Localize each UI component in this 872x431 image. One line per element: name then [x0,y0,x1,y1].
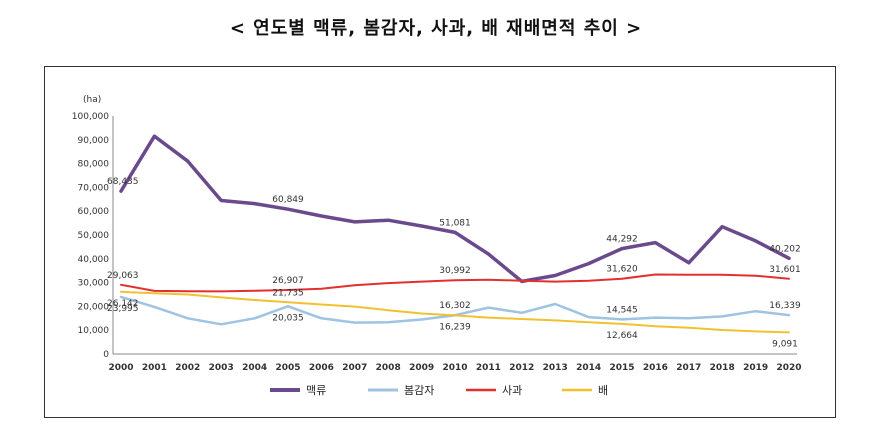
x-tick-label: 2020 [776,363,801,373]
data-label: 16,239 [439,322,471,332]
x-tick-label: 2010 [442,363,467,373]
x-tick-label: 2013 [543,363,568,373]
x-tick-label: 2012 [509,363,534,373]
data-label: 60,849 [272,195,304,205]
data-label: 44,292 [606,235,638,245]
x-tick-label: 2003 [209,363,234,373]
legend-label: 봄감자 [404,384,434,397]
series-line-맥류 [119,134,791,284]
data-labels: 68,435 60,849 51,081 44,292 40,202 23,995 20,0… [107,177,801,349]
x-tick-label: 2016 [643,363,668,373]
chart-title: < 연도별 맥류, 봄감자, 사과, 배 재배면적 추이 > [229,18,643,39]
x-tick-label: 2014 [576,363,601,373]
x-tick-label: 2017 [676,363,701,373]
series-line-배 [120,290,790,334]
data-label: 23,995 [107,304,139,314]
data-label: 20,035 [272,313,304,323]
y-tick-label: 30,000 [78,279,110,289]
y-tick-label: 0 [103,350,109,360]
x-tick-label: 2005 [275,363,300,373]
data-label: 16,302 [439,301,471,311]
data-label: 26,907 [272,276,304,286]
x-tick-label: 2015 [609,363,634,373]
chart-frame [44,66,836,418]
data-label: 31,601 [769,265,801,275]
data-label: 9,091 [772,339,798,349]
data-label: 68,435 [107,177,139,187]
x-tick-label: 2000 [108,363,133,373]
legend: 맥류 봄감자 사과 배 [270,384,608,397]
y-tick-label: 60,000 [78,207,110,217]
x-tick-label: 2004 [242,363,267,373]
x-tick-label: 2006 [309,363,334,373]
data-label: 30,992 [439,266,471,276]
data-label: 51,081 [439,218,471,228]
data-label: 21,735 [272,288,304,298]
data-label: 40,202 [769,244,801,254]
y-tick-label: 90,000 [78,136,110,146]
data-label: 16,339 [769,301,801,311]
x-tick-label: 2019 [743,363,768,373]
x-tick-label: 2011 [476,363,501,373]
y-tick-label: 40,000 [78,255,110,265]
data-label: 14,545 [606,305,638,315]
legend-label: 맥류 [306,384,326,397]
x-tick-label: 2007 [342,363,367,373]
data-label: 12,664 [606,331,638,341]
series-lines [119,134,791,334]
y-tick-label: 70,000 [78,183,110,193]
data-label: 31,620 [606,265,638,275]
series-line-사과 [120,273,790,293]
x-tick-label: 2008 [376,363,401,373]
legend-label: 배 [598,384,608,397]
x-tick-label: 2018 [710,363,735,373]
y-tick-label: 80,000 [78,160,110,170]
legend-label: 사과 [502,384,522,397]
axes: (ha) 0 10,000 20,000 30,000 40,000 50,000 60,00… [72,95,802,373]
x-tick-label: 2001 [142,363,167,373]
y-axis-label: (ha) [83,95,101,105]
y-tick-label: 50,000 [78,231,110,241]
data-label: 26,142 [107,299,139,309]
data-label: 29,063 [107,271,139,281]
y-tick-label: 20,000 [78,302,110,312]
y-tick-label: 100,000 [72,112,109,122]
x-tick-label: 2002 [175,363,200,373]
y-tick-label: 10,000 [78,326,110,336]
x-tick-label: 2009 [409,363,434,373]
